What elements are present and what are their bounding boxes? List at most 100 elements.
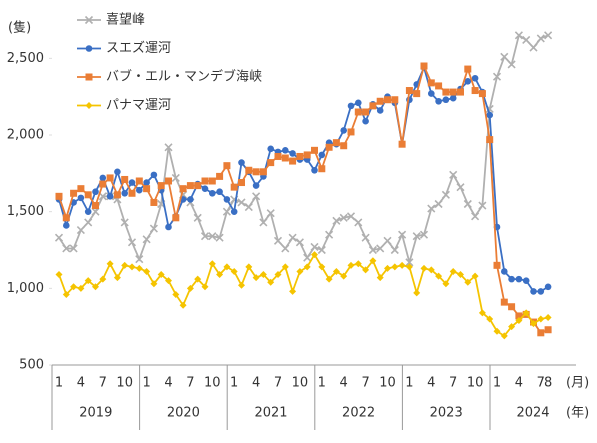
marker: [171, 173, 180, 182]
marker: [544, 31, 553, 40]
marker: [172, 290, 180, 298]
marker: [135, 264, 143, 272]
marker: [376, 107, 384, 114]
marker: [55, 192, 63, 200]
marker: [143, 179, 150, 186]
x-tick-label: 10: [204, 376, 221, 391]
marker: [420, 62, 428, 70]
marker: [252, 274, 260, 282]
marker: [186, 182, 194, 190]
marker: [245, 166, 253, 174]
marker: [77, 284, 85, 292]
x-tick-label: 1: [493, 376, 501, 391]
marker: [427, 266, 435, 274]
marker: [288, 233, 297, 242]
year-label: 2021: [254, 406, 287, 421]
marker: [515, 317, 523, 325]
marker: [143, 267, 151, 275]
marker: [143, 185, 151, 193]
marker: [478, 201, 487, 210]
marker: [354, 218, 363, 227]
marker: [91, 207, 100, 216]
marker: [369, 102, 377, 110]
marker: [267, 145, 275, 153]
legend-label: パナマ運河: [106, 98, 171, 113]
marker: [500, 332, 508, 340]
marker: [216, 188, 223, 196]
marker: [362, 266, 370, 274]
marker: [296, 152, 304, 160]
marker: [273, 236, 283, 245]
marker: [530, 320, 537, 328]
marker: [340, 272, 348, 280]
marker: [384, 96, 391, 104]
marker: [186, 284, 194, 292]
marker: [77, 194, 85, 202]
marker: [317, 245, 326, 255]
x-tick-label: 10: [292, 376, 309, 391]
marker: [442, 88, 450, 96]
marker: [267, 159, 275, 167]
marker: [70, 189, 78, 197]
marker: [508, 303, 516, 311]
marker: [92, 202, 99, 210]
marker: [449, 94, 457, 102]
marker: [369, 257, 377, 265]
x-tick-label: 7: [361, 376, 369, 391]
marker: [252, 192, 261, 201]
y-unit: (隻): [8, 21, 31, 36]
marker: [165, 223, 172, 231]
marker: [215, 233, 224, 242]
marker: [121, 261, 129, 269]
marker: [325, 230, 334, 239]
marker: [114, 168, 121, 176]
legend-label: 喜望峰: [106, 12, 145, 28]
marker: [325, 275, 333, 283]
marker: [515, 275, 523, 283]
marker: [69, 244, 78, 253]
marker: [398, 140, 406, 148]
x-tick-label: 7: [449, 376, 457, 391]
marker: [457, 271, 464, 279]
x-tick-label: 7: [186, 376, 194, 391]
marker: [384, 264, 391, 272]
marker: [419, 230, 429, 239]
marker: [522, 277, 530, 284]
marker: [471, 272, 479, 280]
marker: [135, 255, 144, 264]
year-label: 2023: [430, 406, 463, 421]
x-tick-label: 1: [405, 376, 413, 391]
marker: [244, 203, 253, 212]
marker: [346, 212, 356, 221]
marker: [136, 186, 143, 194]
marker: [420, 264, 428, 272]
x-tick-label: 4: [340, 376, 348, 391]
marker: [303, 151, 311, 159]
marker: [282, 147, 289, 154]
marker: [501, 268, 508, 275]
marker: [362, 108, 370, 116]
marker: [179, 185, 187, 193]
marker: [318, 165, 326, 173]
marker: [84, 208, 92, 215]
marker: [500, 52, 509, 61]
marker: [391, 96, 399, 104]
marker: [85, 45, 93, 52]
marker: [398, 261, 406, 269]
marker: [165, 277, 172, 285]
marker: [62, 290, 70, 298]
marker: [413, 90, 421, 98]
x-tick-label: 7: [537, 376, 545, 391]
marker: [492, 72, 502, 81]
marker: [194, 275, 202, 283]
x-tick-label: 1: [230, 376, 238, 391]
marker: [311, 251, 318, 259]
marker: [193, 213, 202, 222]
marker: [84, 218, 93, 227]
marker: [464, 78, 472, 85]
marker: [99, 180, 107, 188]
y-tick-label: 2,500: [7, 51, 44, 66]
marker: [493, 327, 501, 335]
marker: [303, 253, 312, 262]
